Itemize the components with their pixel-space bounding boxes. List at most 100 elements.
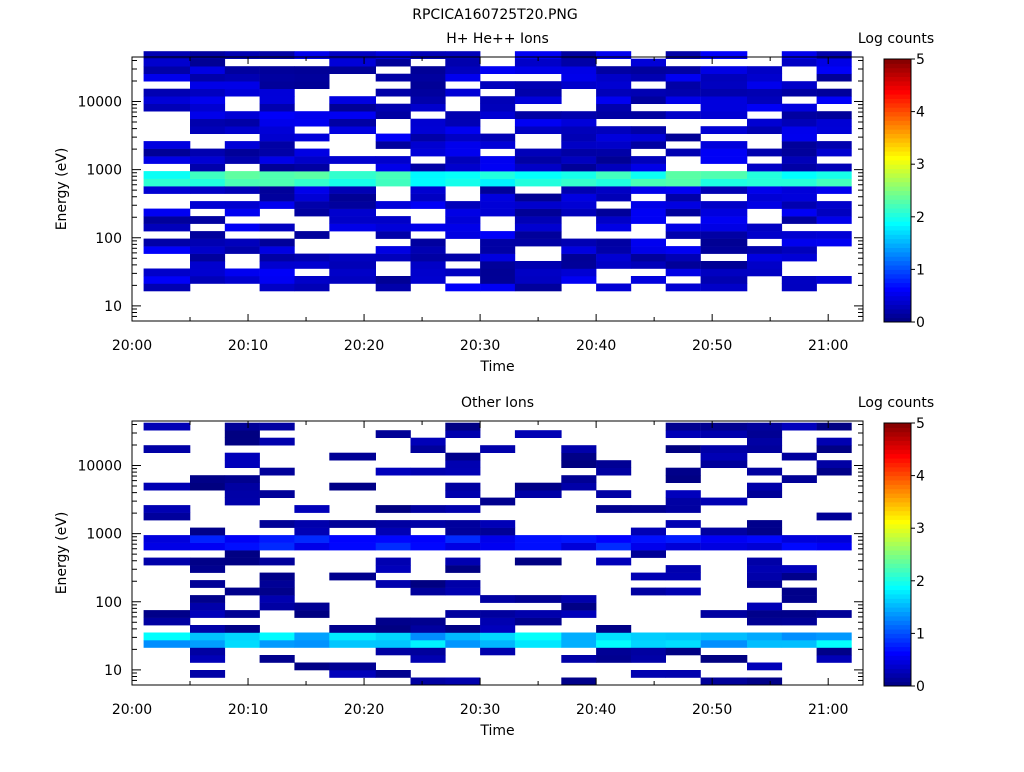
heatmap-cell	[747, 148, 783, 157]
heatmap-cell	[781, 283, 817, 292]
heatmap-cell	[294, 148, 330, 157]
heatmap-cell	[747, 617, 783, 626]
heatmap-cell	[410, 141, 446, 149]
colorbar-segment	[884, 466, 911, 472]
colorbar-segment	[884, 133, 911, 139]
heatmap-cell	[816, 111, 852, 119]
colorbar-segment	[884, 519, 911, 525]
heatmap-cell	[294, 208, 330, 217]
heatmap-cell	[816, 437, 852, 446]
plot-frame	[131, 56, 864, 322]
x-tick-label: 20:40	[576, 338, 616, 354]
heatmap-cell	[561, 640, 597, 648]
heatmap-cell	[630, 111, 666, 119]
heatmap-cell	[665, 445, 701, 453]
heatmap-cell	[190, 595, 226, 603]
heatmap-cell	[259, 520, 295, 528]
heatmap-cell	[514, 595, 562, 603]
heatmap-cell	[596, 148, 632, 157]
heatmap-cell	[480, 231, 516, 239]
heatmap-cell	[561, 276, 597, 284]
y-axis-label: Energy (eV)	[54, 148, 70, 231]
heatmap-cell	[700, 208, 748, 217]
heatmap-cell	[259, 587, 295, 596]
heatmap-cell	[747, 103, 783, 112]
heatmap-cell	[190, 253, 226, 262]
heatmap-cell	[480, 253, 516, 262]
heatmap-cell	[596, 283, 632, 292]
heatmap-cell	[747, 535, 783, 543]
heatmap-cell	[596, 460, 632, 468]
heatmap-cell	[143, 58, 191, 67]
heatmap-cell	[143, 610, 191, 618]
heatmap-cell	[143, 283, 191, 292]
heatmap-cell	[375, 505, 411, 513]
x-tick-label: 20:40	[576, 702, 616, 718]
heatmap-cells	[143, 422, 852, 686]
heatmap-cell	[747, 557, 783, 566]
heatmap-cell	[561, 452, 597, 461]
heatmap-cell	[561, 81, 597, 89]
heatmap-cell	[816, 610, 852, 618]
heatmap-cell	[445, 223, 481, 232]
heatmap-cell	[665, 565, 701, 573]
heatmap-cell	[781, 238, 817, 247]
heatmap-cell	[781, 208, 817, 217]
heatmap-cell	[781, 452, 817, 461]
heatmap-cell	[329, 261, 376, 269]
heatmap-cell	[747, 66, 783, 74]
colorbar-segment	[884, 515, 911, 520]
colorbar-segment	[884, 536, 911, 542]
x-tick-label: 20:30	[460, 702, 500, 718]
colorbar-segment	[884, 541, 911, 547]
heatmap-cell	[514, 430, 562, 438]
heatmap-cell	[514, 201, 562, 209]
heatmap-cell	[700, 201, 748, 209]
heatmap-cell	[514, 96, 562, 104]
heatmap-cell	[747, 126, 783, 134]
heatmap-cell	[561, 460, 597, 468]
colorbar: 0 1 2 3 4 5 Log counts	[858, 395, 934, 695]
heatmap-cell	[816, 467, 852, 476]
heatmap-cell	[747, 565, 783, 573]
heatmap-cell	[596, 542, 632, 551]
heatmap-cell	[190, 557, 226, 566]
heatmap-cell	[143, 276, 191, 284]
heatmap-cell	[259, 118, 295, 127]
heatmap-cell	[665, 171, 701, 179]
heatmap-cell	[224, 610, 260, 618]
heatmap-cell	[410, 246, 446, 254]
heatmap-cell	[329, 156, 376, 164]
heatmap-cell	[329, 482, 376, 491]
heatmap-cell	[375, 171, 411, 179]
heatmap-cell	[375, 467, 411, 476]
colorbar-segment	[884, 646, 911, 652]
heatmap-cell	[665, 208, 701, 217]
heatmap-cell	[375, 216, 411, 224]
heatmap-cell	[224, 542, 260, 551]
heatmap-cell	[375, 276, 411, 284]
colorbar-tick-label: 2	[916, 210, 925, 226]
heatmap-cell	[700, 497, 748, 506]
heatmap-cell	[596, 467, 632, 476]
heatmap-cell	[190, 580, 226, 588]
heatmap-cell	[781, 475, 817, 483]
colorbar-segment	[884, 501, 911, 507]
heatmap-cell	[410, 647, 446, 656]
heatmap-cell	[561, 246, 597, 254]
heatmap-cell	[445, 625, 481, 633]
colorbar-segment	[884, 681, 911, 687]
heatmap-cell	[190, 231, 226, 239]
heatmap-cell	[561, 475, 597, 483]
colorbar-segment	[884, 659, 911, 665]
heatmap-cell	[747, 118, 783, 127]
heatmap-cell	[747, 81, 783, 89]
heatmap-cell	[630, 647, 666, 656]
heatmap-cell	[410, 96, 446, 104]
heatmap-cell	[665, 96, 701, 104]
heatmap-cell	[514, 66, 562, 74]
heatmap-cell	[747, 632, 783, 641]
heatmap-cell	[781, 81, 817, 89]
heatmap-cell	[329, 268, 376, 277]
heatmap-cell	[410, 625, 446, 633]
